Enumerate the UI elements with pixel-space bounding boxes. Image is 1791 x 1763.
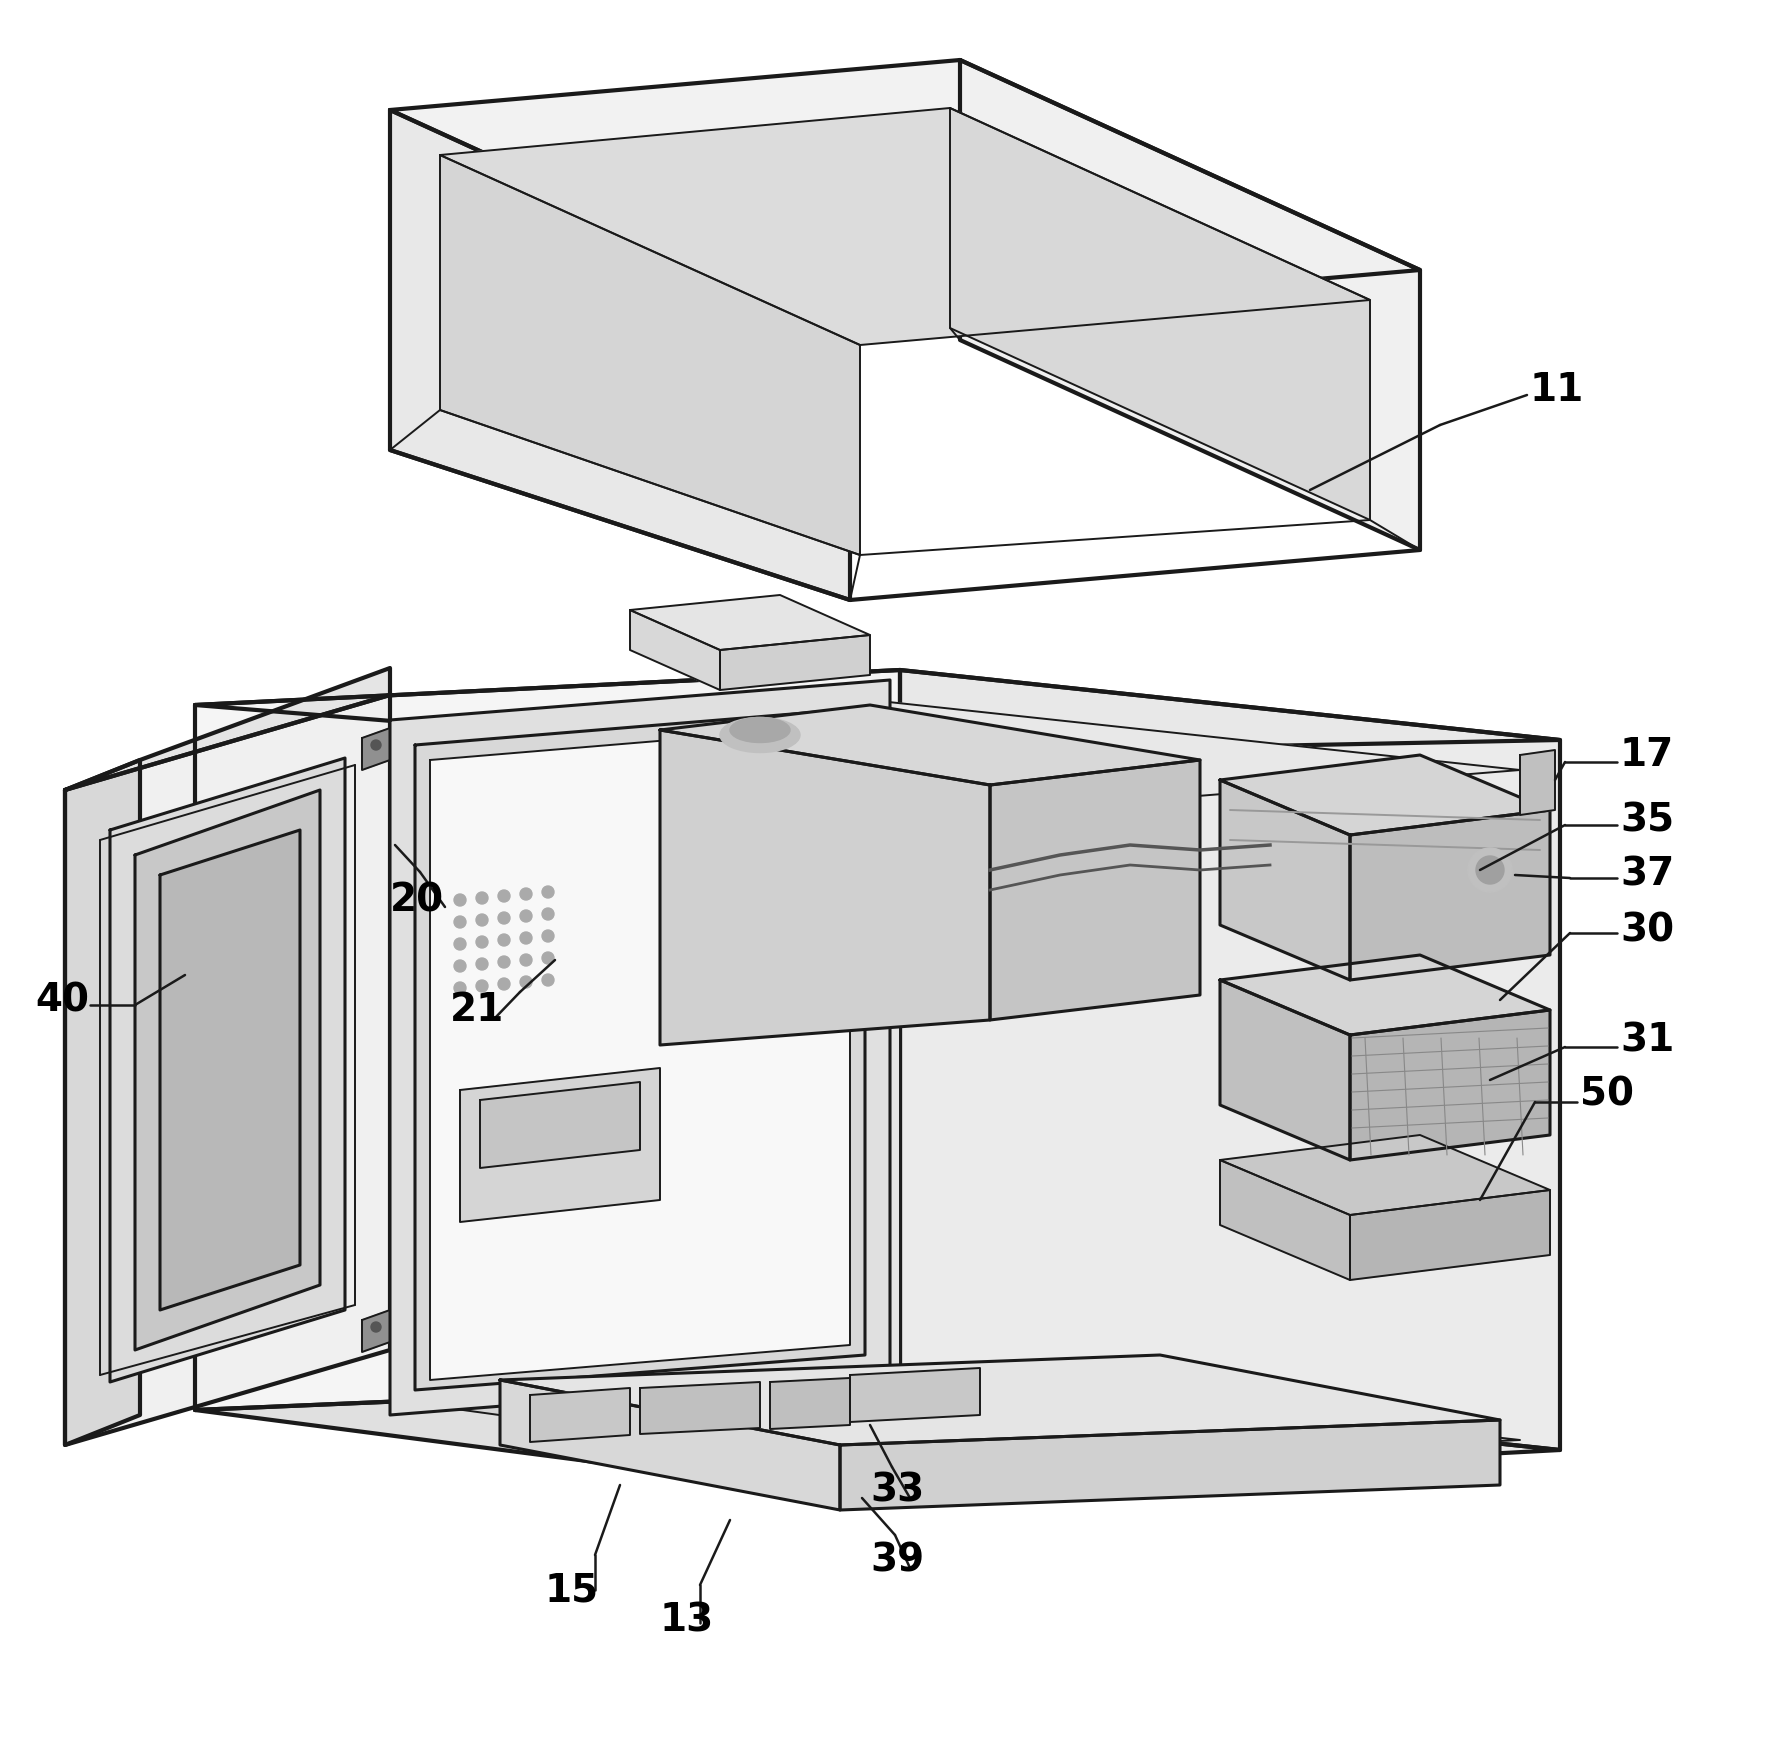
Text: 30: 30: [1621, 911, 1675, 948]
Polygon shape: [530, 1387, 630, 1442]
Polygon shape: [390, 109, 851, 599]
Circle shape: [1469, 848, 1512, 892]
Polygon shape: [416, 709, 865, 1389]
Polygon shape: [630, 610, 720, 689]
Circle shape: [476, 936, 487, 948]
Polygon shape: [840, 1419, 1501, 1509]
Polygon shape: [1350, 1010, 1549, 1160]
Polygon shape: [639, 1382, 759, 1433]
Polygon shape: [480, 1082, 639, 1169]
Polygon shape: [901, 670, 1560, 1449]
Polygon shape: [390, 681, 890, 1416]
Polygon shape: [362, 1310, 390, 1352]
Polygon shape: [64, 695, 390, 1446]
Circle shape: [498, 911, 510, 924]
Circle shape: [519, 889, 532, 899]
Text: 37: 37: [1621, 857, 1675, 894]
Circle shape: [453, 982, 466, 994]
Polygon shape: [990, 760, 1200, 1021]
Text: 33: 33: [870, 1470, 924, 1509]
Circle shape: [519, 977, 532, 987]
Circle shape: [476, 913, 487, 926]
Polygon shape: [362, 728, 390, 770]
Polygon shape: [770, 1379, 851, 1430]
Text: 17: 17: [1621, 735, 1675, 774]
Circle shape: [519, 910, 532, 922]
Polygon shape: [1220, 1135, 1549, 1215]
Polygon shape: [430, 725, 851, 1380]
Text: 40: 40: [36, 980, 90, 1019]
Polygon shape: [720, 635, 870, 689]
Text: 31: 31: [1621, 1021, 1675, 1060]
Circle shape: [371, 1322, 381, 1333]
Polygon shape: [661, 705, 1200, 785]
Polygon shape: [460, 1068, 661, 1222]
Circle shape: [1476, 857, 1504, 883]
Circle shape: [371, 740, 381, 749]
Polygon shape: [661, 730, 990, 1045]
Polygon shape: [134, 790, 321, 1350]
Polygon shape: [1220, 980, 1350, 1160]
Polygon shape: [390, 1370, 1521, 1470]
Circle shape: [543, 887, 553, 897]
Text: 21: 21: [450, 991, 505, 1030]
Circle shape: [476, 957, 487, 970]
Polygon shape: [64, 760, 140, 1446]
Text: 50: 50: [1580, 1075, 1633, 1114]
Polygon shape: [851, 1368, 980, 1423]
Polygon shape: [441, 155, 860, 555]
Text: 39: 39: [870, 1541, 924, 1580]
Circle shape: [453, 894, 466, 906]
Polygon shape: [1350, 1190, 1549, 1280]
Circle shape: [498, 956, 510, 968]
Text: 13: 13: [661, 1601, 715, 1640]
Polygon shape: [195, 670, 901, 1410]
Circle shape: [453, 917, 466, 927]
Polygon shape: [441, 108, 1370, 346]
Polygon shape: [1220, 956, 1549, 1035]
Polygon shape: [1220, 1160, 1350, 1280]
Polygon shape: [1521, 749, 1555, 815]
Ellipse shape: [731, 718, 790, 742]
Polygon shape: [1220, 755, 1549, 836]
Circle shape: [476, 892, 487, 904]
Text: 35: 35: [1621, 800, 1675, 839]
Polygon shape: [810, 740, 1560, 1490]
Circle shape: [476, 980, 487, 993]
Circle shape: [498, 934, 510, 947]
Polygon shape: [949, 108, 1370, 520]
Polygon shape: [390, 60, 1420, 321]
Circle shape: [543, 952, 553, 964]
Polygon shape: [1350, 809, 1549, 980]
Polygon shape: [195, 1380, 1560, 1490]
Circle shape: [519, 954, 532, 966]
Circle shape: [543, 931, 553, 941]
Circle shape: [453, 961, 466, 971]
Circle shape: [519, 933, 532, 943]
Polygon shape: [195, 670, 1560, 755]
Polygon shape: [159, 830, 301, 1310]
Circle shape: [543, 973, 553, 986]
Circle shape: [498, 890, 510, 903]
Polygon shape: [390, 749, 901, 1400]
Polygon shape: [630, 594, 870, 651]
Ellipse shape: [720, 718, 801, 753]
Circle shape: [498, 978, 510, 991]
Polygon shape: [64, 668, 390, 790]
Circle shape: [453, 938, 466, 950]
Polygon shape: [390, 700, 1521, 820]
Polygon shape: [960, 60, 1420, 550]
Text: 11: 11: [1530, 370, 1585, 409]
Text: 20: 20: [390, 882, 444, 919]
Polygon shape: [500, 1356, 1501, 1446]
Text: 15: 15: [544, 1571, 600, 1610]
Polygon shape: [109, 758, 346, 1382]
Polygon shape: [1220, 779, 1350, 980]
Circle shape: [543, 908, 553, 920]
Polygon shape: [500, 1380, 840, 1509]
